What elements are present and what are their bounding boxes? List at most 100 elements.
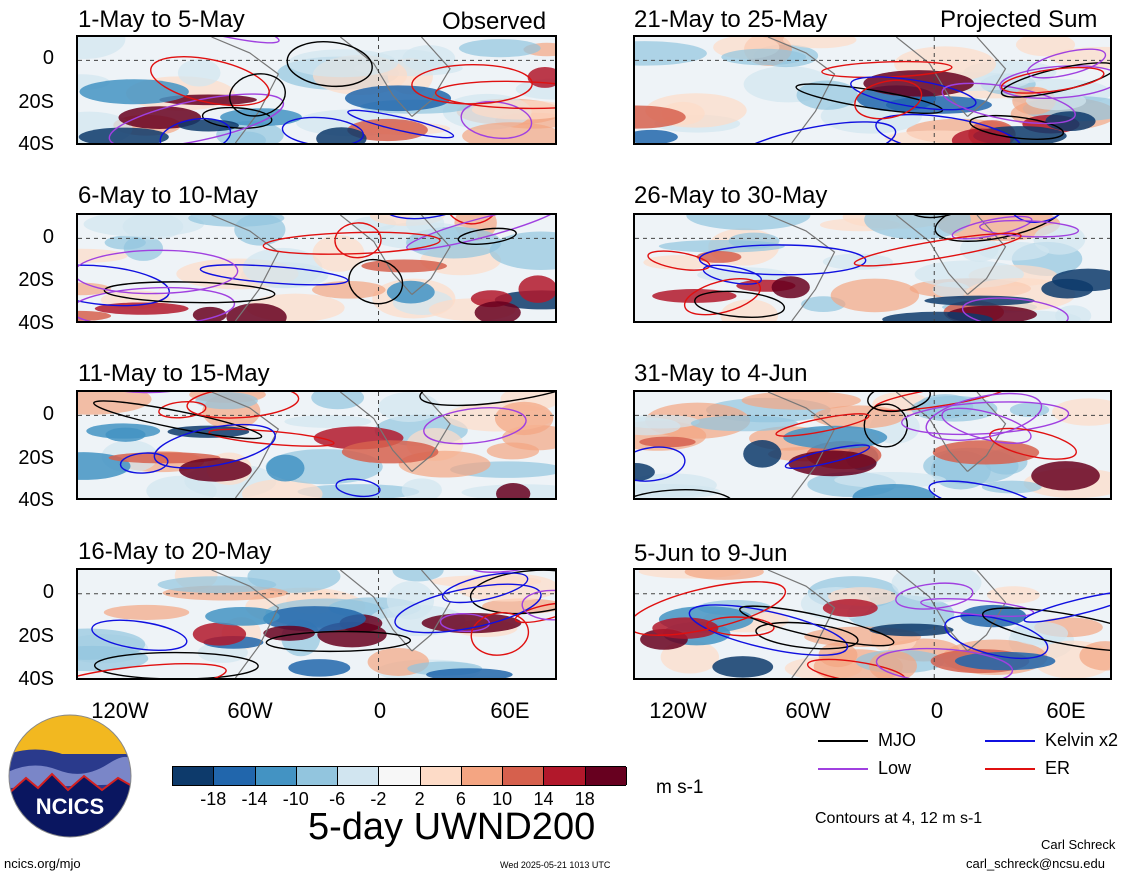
wind-anomaly-shading [932,440,1040,465]
wind-anomaly-shading [78,282,111,296]
filter-contour [784,444,871,470]
x-label: 60E [1046,698,1086,723]
y-label: 20S [18,269,54,291]
panel-title: 1-May to 5-May [78,6,245,33]
wind-anomaly-shading [741,392,861,410]
wind-anomaly-shading [1052,398,1110,426]
colorbar-tick-label: 14 [533,789,554,809]
wind-anomaly-shading [869,650,917,678]
wind-anomaly-shading [924,295,1035,306]
footer-url[interactable]: ncics.org/mjo [4,856,81,871]
wind-anomaly-shading [83,215,204,237]
filter-contour [739,605,895,647]
wind-anomaly-shading [686,215,811,231]
filter-contour [159,117,232,143]
filter-contour [158,400,207,419]
coastline-south-america [211,37,280,143]
filter-contour [348,258,404,305]
panel-title: 11-May to 15-May [78,360,270,387]
wind-anomaly-shading [496,483,531,498]
filter-contour [920,597,1035,617]
wind-anomaly-shading [263,606,366,632]
wind-anomaly-shading [104,235,146,250]
wind-anomaly-shading [684,570,764,580]
wind-anomaly-shading [813,405,904,429]
wind-anomaly-shading [690,415,798,432]
coastline-south-america [767,37,836,143]
filter-contour [411,64,533,105]
filter-contour [419,392,555,407]
wind-anomaly-shading [864,215,972,240]
wind-anomaly-shading [1041,278,1094,299]
filter-contour [334,222,382,259]
wind-anomaly-shading [788,450,877,477]
filter-contour [647,250,711,271]
wind-anomaly-shading [635,463,655,482]
filter-contour [521,589,555,621]
wind-anomaly-shading [830,278,920,313]
map-plot [633,213,1112,323]
colorbar-cell [585,767,627,785]
wind-anomaly-shading [378,392,440,422]
wind-anomaly-shading [981,480,1042,494]
x-label: 60W [227,698,273,723]
er-legend-label: ER [1045,758,1071,778]
mjo-legend-label: MJO [878,730,916,750]
colorbar-units: m s-1 [656,777,704,798]
coastline-south-america [211,392,280,498]
wind-anomaly-shading [643,255,714,270]
wind-anomaly-shading [822,599,878,617]
coastline-africa [339,392,451,472]
wind-anomaly-shading [489,231,555,271]
panel-title: 31-May to 4-Jun [634,360,808,387]
wind-anomaly-shading [635,105,686,129]
y-label: 0 [42,403,54,425]
kelvin-legend-line [985,740,1035,742]
wind-anomaly-shading [652,617,719,639]
filter-contour [137,37,280,44]
wind-anomaly-shading [771,276,810,299]
wind-anomaly-shading [852,484,936,498]
wind-anomaly-shading [720,299,779,321]
filter-contour [382,215,480,220]
wind-anomaly-shading [518,275,555,303]
mjo-legend-line [818,740,868,742]
wind-anomaly-shading [392,570,444,582]
colorbar-cell [296,767,339,785]
y-label: 20S [18,447,54,469]
wind-anomaly-shading [179,458,252,482]
wind-anomaly-shading [635,483,721,498]
filter-contour [150,56,270,107]
y-label: 0 [42,226,54,248]
filter-contour [755,621,859,650]
x-label: 60W [785,698,831,723]
colorbar-tick-label: 10 [492,789,513,809]
wind-anomaly-shading [402,45,456,72]
footer-email[interactable]: carl_schreck@ncsu.edu [966,856,1105,871]
wind-anomaly-shading [635,129,678,143]
coastline-south-america [211,215,280,321]
wind-anomaly-shading [869,623,954,637]
filter-contour [335,478,381,498]
filter-contour [944,614,1049,660]
filter-contour [406,215,555,251]
footer-timestamp: Wed 2025-05-21 1013 UTC [500,860,611,870]
wind-anomaly-shading [287,49,399,78]
filter-contour [347,109,455,139]
x-label: 60E [490,698,530,723]
wind-anomaly-shading [344,85,452,112]
wind-anomaly-shading [361,259,448,273]
wind-anomaly-shading [225,131,267,143]
map-plot [633,390,1112,500]
filter-contour [941,82,1076,125]
filter-contour [78,249,239,295]
wind-anomaly-shading [697,267,789,283]
filter-contour [925,392,1043,441]
colorbar-tick-label: -10 [282,789,309,809]
filter-contour [153,423,276,469]
wind-anomaly-shading [78,310,112,321]
filter-contour [961,297,1069,321]
ncics-logo: NCICS [8,714,132,838]
coastline-south-america [767,570,836,678]
colorbar-cell [379,767,421,785]
